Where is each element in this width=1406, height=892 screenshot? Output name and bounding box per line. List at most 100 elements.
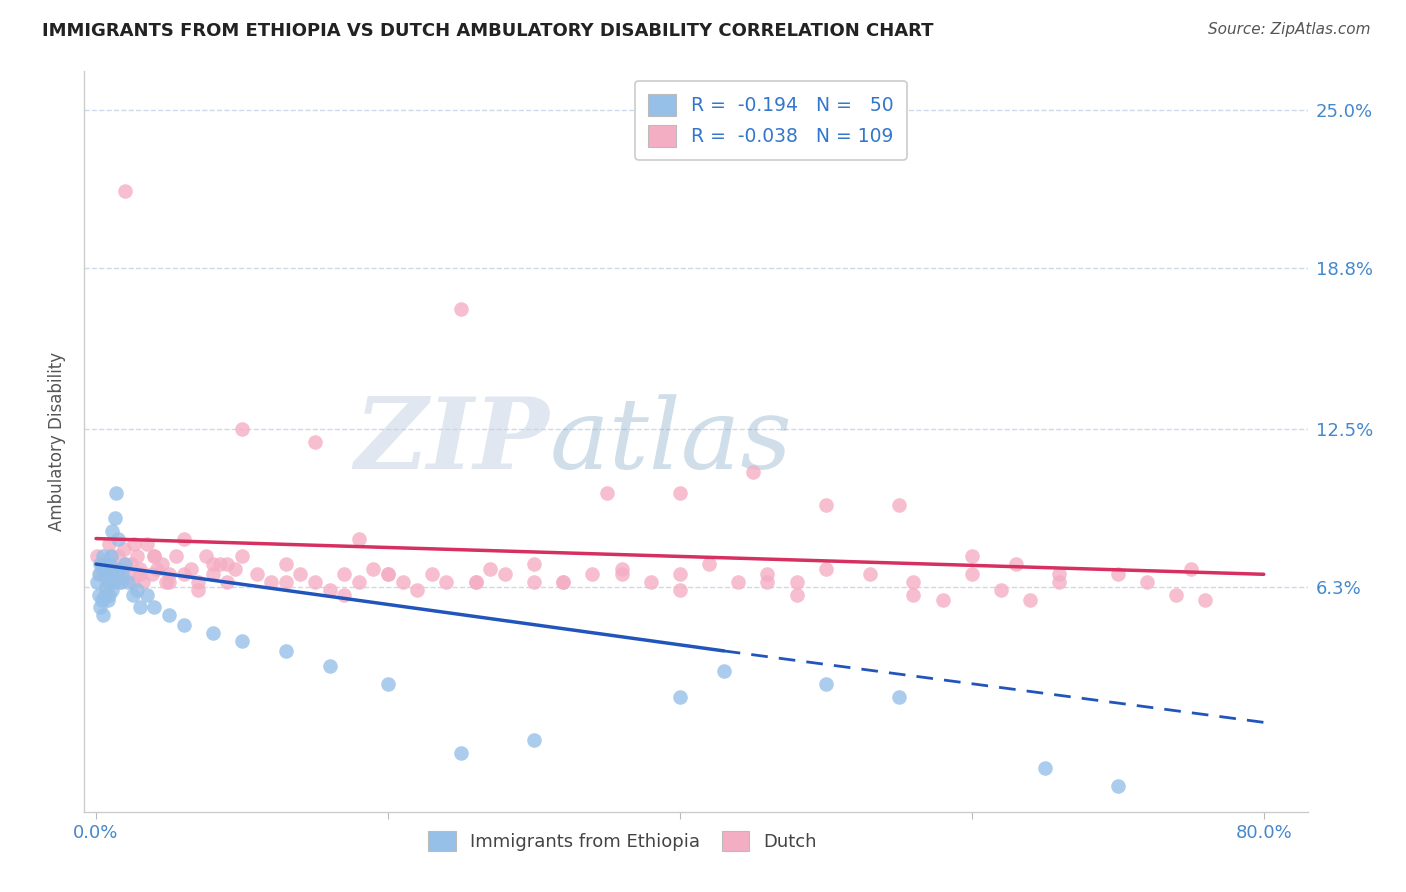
Point — [173, 532, 195, 546]
Point — [231, 549, 253, 564]
Point — [523, 733, 546, 747]
Point — [669, 567, 692, 582]
Point — [669, 690, 692, 704]
Point — [114, 557, 136, 571]
Point — [125, 549, 148, 564]
Point — [155, 574, 177, 589]
Point — [960, 549, 983, 564]
Point — [150, 557, 173, 571]
Point — [111, 562, 134, 576]
Y-axis label: Ambulatory Disability: Ambulatory Disability — [48, 352, 66, 531]
Point — [931, 592, 953, 607]
Point — [1107, 567, 1129, 582]
Text: Source: ZipAtlas.com: Source: ZipAtlas.com — [1208, 22, 1371, 37]
Point — [201, 557, 224, 571]
Point — [217, 574, 239, 589]
Point — [713, 665, 735, 679]
Point — [347, 532, 370, 546]
Point — [260, 574, 283, 589]
Legend: Immigrants from Ethiopia, Dutch: Immigrants from Ethiopia, Dutch — [422, 824, 824, 858]
Text: IMMIGRANTS FROM ETHIOPIA VS DUTCH AMBULATORY DISABILITY CORRELATION CHART: IMMIGRANTS FROM ETHIOPIA VS DUTCH AMBULA… — [42, 22, 934, 40]
Point — [112, 541, 135, 556]
Point — [157, 567, 180, 582]
Point — [110, 574, 132, 589]
Point — [231, 422, 253, 436]
Point — [464, 574, 486, 589]
Point — [903, 574, 925, 589]
Point — [318, 659, 340, 673]
Point — [610, 562, 633, 576]
Point — [1136, 574, 1159, 589]
Point — [132, 574, 155, 589]
Point — [494, 567, 516, 582]
Point — [363, 562, 385, 576]
Point — [120, 557, 142, 571]
Point — [173, 618, 195, 632]
Point — [1004, 557, 1026, 571]
Point — [87, 588, 110, 602]
Point — [97, 574, 120, 589]
Point — [1019, 592, 1042, 607]
Point — [146, 562, 169, 576]
Point — [450, 301, 472, 316]
Point — [91, 549, 114, 564]
Point — [98, 536, 121, 550]
Point — [122, 536, 145, 550]
Point — [450, 746, 472, 760]
Point — [1180, 562, 1202, 576]
Point — [274, 644, 297, 658]
Point — [111, 567, 134, 582]
Point — [420, 567, 443, 582]
Point — [523, 574, 546, 589]
Point — [101, 524, 124, 538]
Point — [103, 567, 125, 582]
Point — [553, 574, 575, 589]
Point — [887, 499, 910, 513]
Point — [377, 567, 399, 582]
Point — [121, 574, 143, 589]
Point — [100, 567, 122, 582]
Point — [333, 588, 356, 602]
Point — [91, 608, 114, 623]
Point — [98, 557, 121, 571]
Point — [741, 465, 763, 479]
Point — [318, 582, 340, 597]
Point — [187, 574, 209, 589]
Point — [173, 567, 195, 582]
Point — [333, 567, 356, 582]
Point — [756, 574, 779, 589]
Point — [391, 574, 413, 589]
Point — [274, 574, 297, 589]
Point — [274, 557, 297, 571]
Text: ZIP: ZIP — [354, 393, 550, 490]
Point — [406, 582, 429, 597]
Point — [669, 582, 692, 597]
Point — [1194, 592, 1216, 607]
Point — [224, 562, 246, 576]
Point — [727, 574, 749, 589]
Point — [903, 588, 925, 602]
Point — [1166, 588, 1188, 602]
Point — [114, 185, 136, 199]
Point — [94, 588, 117, 602]
Point — [90, 592, 112, 607]
Point — [136, 536, 159, 550]
Point — [100, 549, 122, 564]
Point — [377, 677, 399, 691]
Point — [87, 567, 110, 582]
Point — [209, 557, 232, 571]
Point — [304, 434, 326, 449]
Point — [86, 574, 108, 589]
Point — [94, 562, 117, 576]
Point — [960, 567, 983, 582]
Point — [859, 567, 882, 582]
Point — [101, 582, 124, 597]
Point — [107, 532, 129, 546]
Point — [143, 549, 166, 564]
Point — [640, 574, 662, 589]
Point — [290, 567, 312, 582]
Point — [121, 588, 143, 602]
Point — [96, 562, 118, 576]
Point — [201, 567, 224, 582]
Point — [91, 557, 114, 571]
